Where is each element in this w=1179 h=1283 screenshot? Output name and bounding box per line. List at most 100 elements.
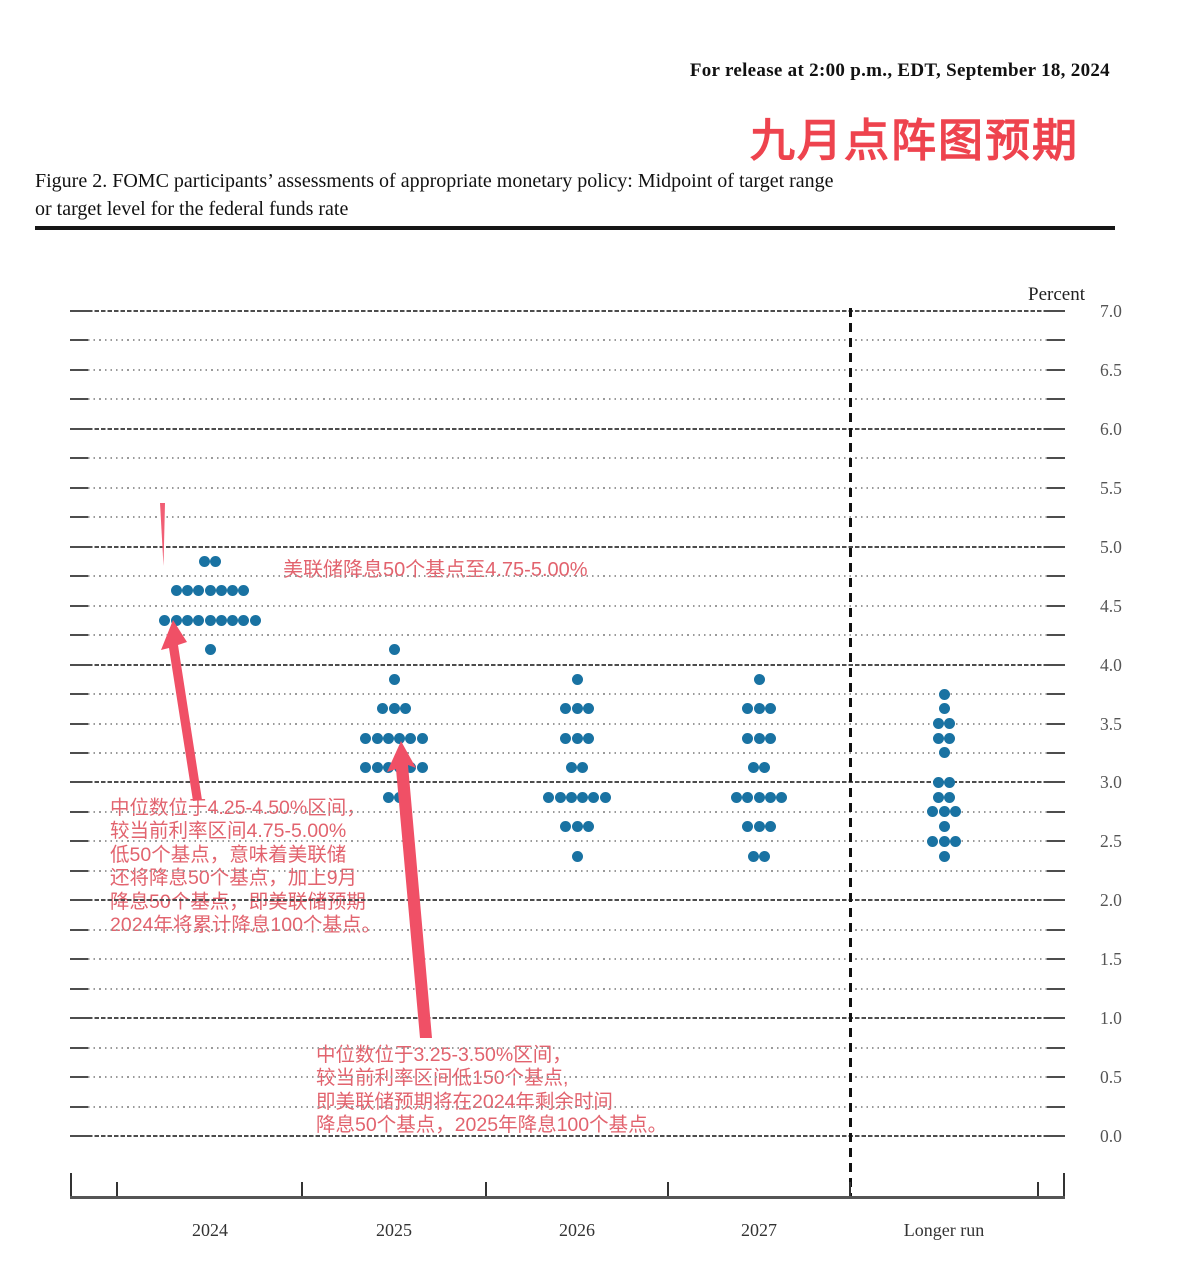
projection-dot: [204, 644, 216, 656]
y-tick-label: 7.0: [1100, 301, 1122, 321]
projection-dot: [170, 585, 182, 597]
x-category-label: 2025: [376, 1220, 412, 1240]
y-axis-tick-left: [70, 722, 88, 725]
projection-dot: [159, 614, 171, 626]
y-axis-tick-right: [1047, 486, 1065, 489]
y-axis-tick-right: [1047, 751, 1065, 754]
projection-dot: [571, 821, 583, 833]
projection-dot: [571, 703, 583, 715]
gridline-minor: [88, 1046, 1047, 1049]
figure-caption-line-1: Figure 2. FOMC participants’ assessments…: [35, 170, 834, 192]
y-tick-label: 6.0: [1100, 418, 1122, 439]
y-axis-tick-right: [1047, 810, 1065, 813]
y-axis-tick-left: [70, 840, 88, 843]
y-axis-tick-right: [1047, 1046, 1065, 1049]
projection-dot: [759, 850, 771, 862]
projection-dot: [382, 762, 394, 774]
projection-dot: [388, 673, 400, 685]
projection-dot: [582, 703, 594, 715]
y-axis-tick-left: [70, 810, 88, 813]
projection-dot: [360, 732, 372, 744]
projection-dot: [742, 791, 754, 803]
gridline-major: [88, 663, 1047, 666]
y-axis-tick-left: [70, 751, 88, 754]
projection-dot: [215, 585, 227, 597]
projection-dot: [730, 791, 742, 803]
projection-dot: [204, 585, 216, 597]
projection-dot: [938, 850, 950, 862]
x-category-label: 2024: [192, 1220, 228, 1240]
projection-dot: [193, 585, 205, 597]
annotation-median-2024: 中位数位于4.25-4.50%区间， 较当前利率区间4.75-5.00% 低50个基…: [110, 797, 381, 937]
projection-dot: [944, 776, 956, 788]
y-axis-unit-label: Percent: [1028, 284, 1085, 305]
gridline-minor: [88, 869, 1047, 872]
gridline-major: [88, 781, 1047, 784]
y-axis-tick-left: [70, 899, 88, 902]
projection-dot: [394, 762, 406, 774]
y-axis-tick-right: [1047, 427, 1065, 430]
gridline-minor: [88, 958, 1047, 961]
x-category-label: Longer run: [903, 1220, 985, 1240]
projection-dot: [238, 585, 250, 597]
gridline-minor: [88, 810, 1047, 813]
projection-dot: [554, 791, 566, 803]
y-axis-tick-right: [1047, 899, 1065, 902]
y-axis-tick-right: [1047, 693, 1065, 696]
y-axis-tick-right: [1047, 398, 1065, 401]
title-rule: [35, 226, 1115, 230]
gridline-major: [88, 310, 1047, 312]
y-axis-tick-left: [70, 486, 88, 489]
annotation-line: 降息50个基点，2025年降息100个基点。: [316, 1114, 668, 1137]
y-axis-tick-left: [70, 339, 88, 342]
y-axis-tick-right: [1047, 1105, 1065, 1108]
projection-dot: [227, 614, 239, 626]
y-tick-label: 4.0: [1100, 654, 1122, 675]
projection-dot: [944, 732, 956, 744]
projection-dot: [753, 673, 765, 685]
gridline-minor: [88, 1105, 1047, 1108]
projection-dot: [753, 703, 765, 715]
projection-dot: [932, 776, 944, 788]
y-tick-label: 1.0: [1100, 1008, 1122, 1029]
projection-dot: [238, 614, 250, 626]
gridline-minor: [88, 575, 1047, 578]
projection-dot: [742, 732, 754, 744]
projection-dot: [764, 791, 776, 803]
projection-dot: [742, 703, 754, 715]
projection-dot: [949, 835, 961, 847]
projection-dot: [560, 821, 572, 833]
projection-dot: [215, 614, 227, 626]
projection-dot: [571, 850, 583, 862]
y-axis-tick-left: [70, 310, 88, 312]
y-axis-tick-right: [1047, 310, 1065, 312]
projection-dot: [753, 821, 765, 833]
projection-dot: [747, 850, 759, 862]
y-axis-tick-right: [1047, 1135, 1065, 1137]
x-axis-tick: [301, 1182, 303, 1196]
projection-dot: [764, 732, 776, 744]
gridline-minor: [88, 516, 1047, 519]
y-axis-tick-right: [1047, 1076, 1065, 1079]
projection-dot: [571, 732, 583, 744]
projection-dot: [543, 791, 555, 803]
projection-dot: [927, 806, 939, 818]
y-axis-tick-right: [1047, 1017, 1065, 1020]
y-tick-label: 1.5: [1100, 949, 1122, 970]
y-tick-label: 2.0: [1100, 890, 1122, 911]
y-axis-tick-left: [70, 928, 88, 931]
y-axis-tick-right: [1047, 987, 1065, 990]
y-axis-tick-right: [1047, 634, 1065, 637]
gridline-minor: [88, 751, 1047, 754]
projection-dot: [764, 821, 776, 833]
x-category-label: 2026: [559, 1220, 595, 1240]
annotation-line: 还将降息50个基点，加上9月: [110, 867, 358, 890]
projection-dot: [416, 732, 428, 744]
projection-dot: [938, 821, 950, 833]
y-axis-tick-right: [1047, 869, 1065, 872]
x-axis-tick: [849, 1182, 851, 1196]
gridline-minor: [88, 398, 1047, 401]
projection-dot: [371, 762, 383, 774]
projection-dot: [181, 614, 193, 626]
x-axis-endcap: [1063, 1173, 1065, 1196]
